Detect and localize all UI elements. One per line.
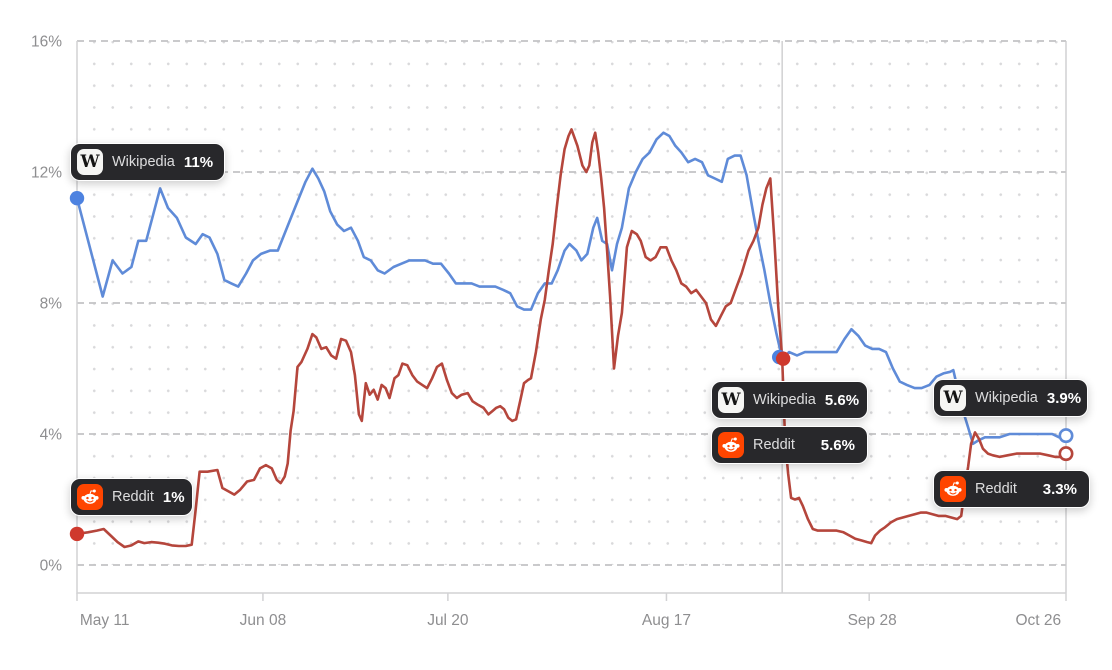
reddit-marker-dot xyxy=(775,351,791,366)
axis-frame xyxy=(76,41,1066,594)
tooltip-series-value: 5.6% xyxy=(820,436,855,454)
tooltip-reddit-end: Reddit 3.3% xyxy=(933,470,1090,508)
wikipedia-marker-dot xyxy=(69,191,85,206)
tooltip-wikipedia-mid: W Wikipedia 5.6% xyxy=(711,381,868,419)
tooltip-wikipedia-end: W Wikipedia 3.9% xyxy=(933,379,1088,417)
reddit-marker-dot xyxy=(69,526,85,542)
x-axis-label: Aug 17 xyxy=(642,612,691,629)
x-axis-label: Jul 20 xyxy=(427,612,469,629)
x-axis-label: Oct 26 xyxy=(1015,612,1061,629)
tooltip-series-name: Reddit xyxy=(753,437,795,453)
y-axis-label: 4% xyxy=(40,427,63,444)
wikipedia-end-ring xyxy=(1058,428,1074,444)
reddit-line xyxy=(75,128,1068,549)
tooltip-series-name: Reddit xyxy=(975,481,1017,497)
y-axis-label: 12% xyxy=(31,165,62,182)
tooltip-series-name: Reddit xyxy=(112,489,154,505)
tooltip-series-value: 11% xyxy=(183,153,214,171)
tooltip-series-value: 3.3% xyxy=(1042,480,1077,498)
tooltip-series-value: 3.9% xyxy=(1046,389,1082,407)
tooltip-wikipedia-start: W Wikipedia 11% xyxy=(70,143,225,181)
wikipedia-icon: W xyxy=(77,149,103,175)
x-axis-label: May 11 xyxy=(80,612,130,629)
x-axis-label: Jun 08 xyxy=(240,612,287,629)
wikipedia-icon: W xyxy=(718,387,744,413)
reddit-icon xyxy=(77,484,103,510)
reddit-icon xyxy=(718,432,744,458)
tooltip-reddit-start: Reddit 1% xyxy=(70,478,193,516)
tooltip-series-name: Wikipedia xyxy=(975,390,1038,406)
tooltip-series-name: Wikipedia xyxy=(112,154,175,170)
tooltip-series-value: 1% xyxy=(162,488,185,506)
tooltip-reddit-mid: Reddit 5.6% xyxy=(711,426,868,464)
y-axis-label: 8% xyxy=(40,296,63,313)
reddit-icon xyxy=(940,476,966,502)
y-axis-label: 0% xyxy=(40,558,63,575)
reddit-end-ring xyxy=(1058,446,1074,462)
tooltip-series-value: 5.6% xyxy=(824,391,860,409)
wikipedia-icon: W xyxy=(940,385,966,411)
wikipedia-line xyxy=(75,131,1068,446)
y-axis-label: 16% xyxy=(31,34,62,51)
x-axis-label: Sep 28 xyxy=(848,612,897,629)
tooltip-series-name: Wikipedia xyxy=(753,392,816,408)
